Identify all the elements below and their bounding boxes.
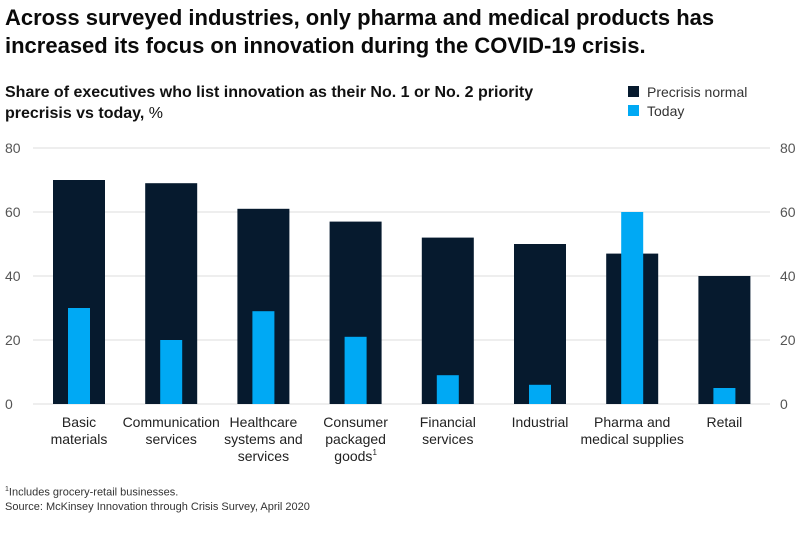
x-category-label: Pharma and medical supplies — [580, 414, 684, 447]
source-note: Source: McKinsey Innovation through Cris… — [5, 500, 310, 513]
y-tick-label-left: 80 — [5, 140, 21, 156]
subtitle-text: Share of executives who list innovation … — [5, 84, 534, 122]
x-category-label: Consumer packaged goods1 — [323, 414, 388, 464]
bar-today — [529, 384, 551, 404]
bar-today — [160, 340, 183, 404]
legend-label-precrisis: Precrisis normal — [647, 83, 748, 100]
legend: Precrisis normal Today — [628, 82, 747, 120]
legend-item-precrisis: Precrisis normal — [628, 82, 747, 101]
bar-today — [252, 311, 275, 404]
legend-item-today: Today — [628, 101, 747, 120]
y-tick-label-right: 20 — [780, 332, 796, 348]
y-tick-label-right: 0 — [780, 396, 788, 412]
y-tick-label-left: 20 — [5, 332, 21, 348]
y-tick-label-left: 60 — [5, 204, 21, 220]
y-tick-label-right: 60 — [780, 204, 796, 220]
bar-today — [436, 375, 459, 404]
x-category-label: Healthcare systems and services — [224, 414, 303, 464]
y-tick-label-right: 40 — [780, 268, 796, 284]
footnotes: 1Includes grocery-retail businesses. Sou… — [5, 483, 310, 514]
chart-subtitle: Share of executives who list innovation … — [5, 82, 595, 124]
y-tick-label-left: 0 — [5, 396, 13, 412]
bar-precrisis — [698, 276, 751, 404]
x-category-label: Financial services — [420, 414, 476, 447]
bar-today — [713, 388, 736, 404]
footnote-marker: 1 — [5, 486, 9, 493]
y-tick-label-right: 80 — [780, 140, 796, 156]
bar-today — [621, 212, 644, 404]
footnote-text: Includes grocery-retail businesses. — [8, 486, 179, 499]
x-category-label: Communication services — [123, 414, 220, 447]
x-category-label: Retail — [707, 414, 743, 430]
x-category-label: Industrial — [512, 414, 569, 430]
legend-swatch-precrisis — [628, 86, 639, 97]
legend-label-today: Today — [647, 102, 685, 119]
footnote-1: 1Includes grocery-retail businesses. — [5, 483, 310, 500]
bar-today — [68, 308, 90, 404]
y-tick-label-left: 40 — [5, 268, 21, 284]
legend-swatch-today — [628, 105, 639, 116]
chart-title: Across surveyed industries, only pharma … — [5, 5, 715, 58]
subtitle-unit: % — [148, 105, 164, 122]
bar-precrisis — [514, 244, 566, 404]
bar-today — [344, 336, 367, 404]
x-category-label: Basic materials — [51, 414, 108, 447]
bar-chart: 0 0 20 20 40 40 60 60 80 80 Basic materials Communic… — [5, 140, 796, 464]
